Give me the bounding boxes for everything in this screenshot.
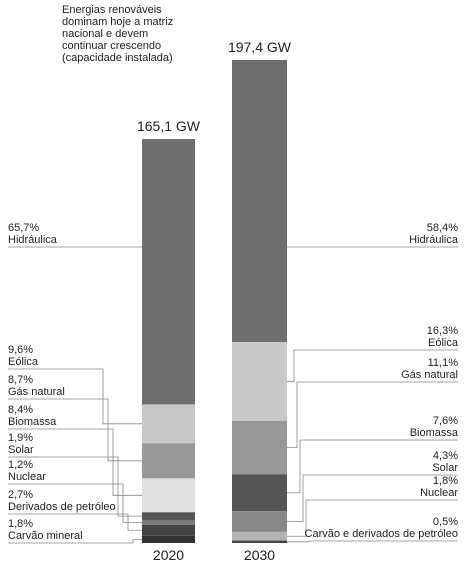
value-label: 11,1% <box>428 357 459 369</box>
value-label: 16,3% <box>427 325 458 337</box>
value-label: 0,5% <box>433 516 458 528</box>
bar-segment <box>142 139 195 405</box>
leader-line <box>8 368 142 425</box>
segment-label: Nuclear <box>420 487 458 499</box>
leader-line <box>8 398 142 462</box>
value-label: 8,7% <box>8 374 33 386</box>
bar-segment <box>232 531 287 541</box>
segment-label: Eólica <box>8 356 39 368</box>
segment-label: Biomassa <box>410 427 459 439</box>
bar-segment <box>142 443 195 479</box>
value-label: 7,6% <box>433 415 458 427</box>
segment-label: Carvão e derivados de petróleo <box>305 528 458 540</box>
leader-line <box>8 538 142 544</box>
value-label: 4,3% <box>433 450 458 462</box>
chart-title: dominam hoje a matriz <box>62 16 173 28</box>
leader-line <box>8 513 142 531</box>
value-label: 58,4% <box>427 222 458 234</box>
value-label: 1,8% <box>8 518 33 530</box>
chart-title: nacional e devem <box>62 28 148 40</box>
value-label: 1,8% <box>433 475 458 487</box>
value-label: 8,4% <box>8 404 33 416</box>
bar-total: 165,1 GW <box>137 118 201 134</box>
chart-title: Energias renováveis <box>62 4 162 16</box>
value-label: 65,7% <box>8 222 39 234</box>
leader-line <box>287 499 458 537</box>
bar-segment <box>232 60 287 343</box>
segment-label: Carvão mineral <box>8 530 83 542</box>
segment-label: Biomassa <box>8 416 57 428</box>
segment-label: Gás natural <box>8 386 65 398</box>
value-label: 1,2% <box>8 459 33 471</box>
bar-segment <box>142 404 195 444</box>
value-label: 2,7% <box>8 489 33 501</box>
bar-segment <box>232 474 287 512</box>
x-label: 2020 <box>153 547 184 563</box>
bar-segment <box>142 524 195 536</box>
value-label: 1,9% <box>8 432 33 444</box>
x-label: 2030 <box>244 547 275 563</box>
bar-segment <box>232 342 287 421</box>
segment-label: Gás natural <box>401 369 458 381</box>
bar-segment <box>232 540 287 543</box>
leader-line <box>287 349 458 382</box>
segment-label: Hidráulica <box>409 234 459 246</box>
segment-label: Hidráulica <box>8 234 58 246</box>
bar-segment <box>142 535 195 543</box>
segment-label: Solar <box>432 462 458 474</box>
segment-label: Solar <box>8 444 34 456</box>
leader-line <box>287 381 458 449</box>
segment-label: Derivados de petróleo <box>8 501 116 513</box>
leader-line <box>8 456 142 517</box>
bar-segment <box>142 519 195 525</box>
bar-total: 197,4 GW <box>228 39 292 55</box>
leader-line <box>287 540 458 543</box>
segment-label: Eólica <box>428 337 459 349</box>
bar-segment <box>232 511 287 532</box>
leader-line <box>287 474 458 522</box>
leader-line <box>8 428 142 496</box>
leader-line <box>287 439 458 494</box>
bar-segment <box>142 478 195 513</box>
chart-title: (capacidade instalada) <box>62 52 173 64</box>
chart-title: continuar crescendo <box>62 40 161 52</box>
segment-label: Nuclear <box>8 471 46 483</box>
bar-segment <box>142 512 195 520</box>
leader-line <box>8 483 142 523</box>
bar-segment <box>232 420 287 475</box>
value-label: 9,6% <box>8 344 33 356</box>
